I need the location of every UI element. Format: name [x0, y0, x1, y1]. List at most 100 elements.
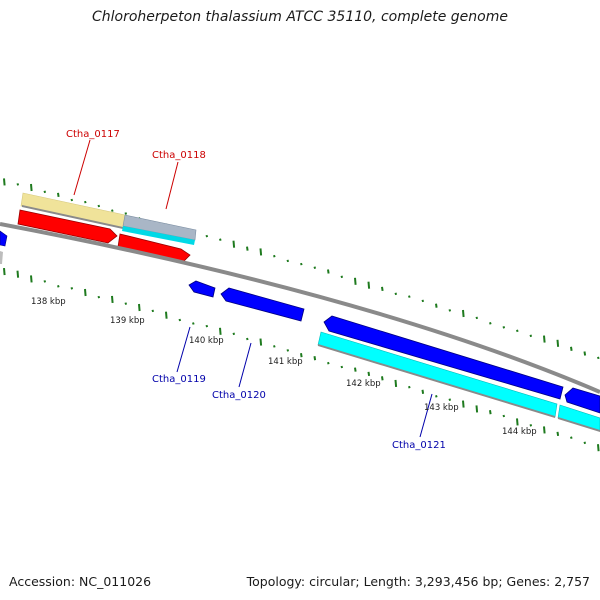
- gc-tick: [178, 318, 182, 322]
- gc-tick: [97, 295, 101, 299]
- gc-tick: [421, 299, 425, 303]
- gene-label-ctha-0121[interactable]: Ctha_0121: [392, 440, 446, 451]
- gc-tick: [30, 183, 33, 192]
- gc-tick: [43, 280, 47, 283]
- gc-tick: [556, 339, 560, 347]
- gene-arrow-ctha-0119[interactable]: [188, 280, 216, 298]
- gc-track-outer: [3, 178, 600, 360]
- callout-line-ctha-0118: [165, 161, 179, 210]
- gc-tick: [70, 198, 74, 202]
- gc-tick: [273, 345, 276, 348]
- gc-tick: [529, 334, 533, 338]
- gc-tick: [367, 371, 371, 377]
- cds-reverse-segment-2: [557, 404, 600, 432]
- gene-arrow-ctha-0120[interactable]: [220, 287, 305, 322]
- gc-tick: [354, 277, 357, 285]
- gc-tick: [3, 178, 6, 186]
- gene-arrow-ctha-0118[interactable]: [117, 233, 191, 263]
- gc-tick: [57, 192, 60, 198]
- map-title: Chloroherpeton thalassium ATCC 35110, co…: [92, 9, 508, 25]
- callout-line-ctha-0119: [176, 326, 191, 373]
- gc-tick: [529, 424, 533, 427]
- gc-tick: [597, 356, 600, 360]
- gc-tick: [219, 327, 222, 335]
- gc-tick: [84, 288, 87, 297]
- cds-forward-shadow: [22, 205, 123, 229]
- gc-tick: [475, 405, 479, 413]
- callout-line-ctha-0120: [238, 342, 252, 388]
- gc-tick: [232, 240, 236, 248]
- cds-track-forward: [20, 192, 197, 245]
- gc-tick: [516, 329, 519, 333]
- gc-tick: [300, 262, 303, 266]
- gc-tick: [543, 335, 546, 343]
- forward-gene-track: [0, 209, 191, 264]
- gc-tick: [516, 418, 519, 426]
- gc-tick: [111, 295, 114, 303]
- gc-tick: [246, 246, 249, 251]
- gene-callouts: [73, 139, 433, 438]
- gc-tick: [502, 414, 506, 418]
- gc-tick: [97, 204, 101, 208]
- gc-tick: [30, 275, 33, 283]
- gc-tick: [340, 275, 344, 279]
- gene-label-ctha-0118[interactable]: Ctha_0118: [152, 150, 206, 161]
- gc-tick: [543, 426, 546, 434]
- gc-tick: [381, 376, 384, 381]
- gc-tick: [421, 389, 425, 394]
- scale-label-140: 140 kbp: [189, 336, 224, 346]
- gc-tick: [43, 190, 47, 194]
- gc-tick: [84, 200, 87, 204]
- gc-tick: [273, 254, 276, 258]
- gc-tick: [489, 322, 492, 325]
- gc-tick: [354, 367, 357, 372]
- cds-forward-segment-cyan: [122, 226, 195, 245]
- topology-text: Topology: circular; Length: 3,293,456 bp…: [246, 574, 590, 589]
- gc-tick: [151, 309, 155, 313]
- gc-tick: [70, 287, 74, 290]
- gc-tick: [16, 270, 20, 278]
- scale-label-142: 142 kbp: [346, 379, 381, 389]
- callout-line-ctha-0121: [419, 393, 433, 438]
- gc-tick: [246, 337, 249, 341]
- gene-label-ctha-0119[interactable]: Ctha_0119: [152, 374, 206, 385]
- gc-tick: [408, 385, 411, 389]
- gc-tick: [138, 303, 141, 312]
- gc-tick: [462, 309, 465, 318]
- gene-labels: Ctha_0117 Ctha_0118 Ctha_0119 Ctha_0120 …: [66, 129, 446, 451]
- gc-tick: [394, 379, 398, 387]
- gc-tick: [435, 395, 438, 398]
- gc-tick: [313, 266, 317, 269]
- gc-tick: [165, 311, 168, 319]
- gene-label-ctha-0117[interactable]: Ctha_0117: [66, 129, 120, 140]
- gc-tick: [57, 285, 60, 288]
- gc-tick: [219, 238, 222, 241]
- gc-tick: [16, 183, 20, 186]
- gc-tick: [3, 268, 6, 276]
- gc-tick: [394, 292, 398, 296]
- gc-tick: [583, 351, 587, 356]
- gene-arrow-ctha-0121[interactable]: [323, 315, 564, 400]
- gc-tick: [448, 398, 452, 401]
- gc-tick: [124, 302, 128, 305]
- gc-tick: [381, 286, 384, 292]
- gc-tick: [502, 326, 506, 329]
- gene-arrow-right-blue[interactable]: [564, 387, 600, 414]
- gc-tick: [286, 349, 290, 352]
- gc-tick: [408, 295, 411, 298]
- gc-tick: [556, 431, 560, 437]
- gene-arrow-ctha-0117[interactable]: [17, 209, 118, 244]
- cds-reverse-shadow: [318, 344, 555, 418]
- gc-tick: [570, 346, 573, 351]
- gc-tick: [111, 209, 114, 212]
- gc-tick: [475, 316, 479, 320]
- gc-track-inner: [3, 268, 600, 452]
- gene-label-ctha-0120[interactable]: Ctha_0120: [212, 390, 266, 401]
- gene-arrow-left-blue[interactable]: [0, 230, 8, 247]
- scale-label-144: 144 kbp: [502, 427, 537, 437]
- gc-tick: [124, 212, 128, 215]
- scale-label-138: 138 kbp: [31, 297, 66, 307]
- reverse-gene-track: [188, 280, 600, 414]
- scale-labels: 138 kbp 139 kbp 140 kbp 141 kbp 142 kbp …: [31, 297, 537, 437]
